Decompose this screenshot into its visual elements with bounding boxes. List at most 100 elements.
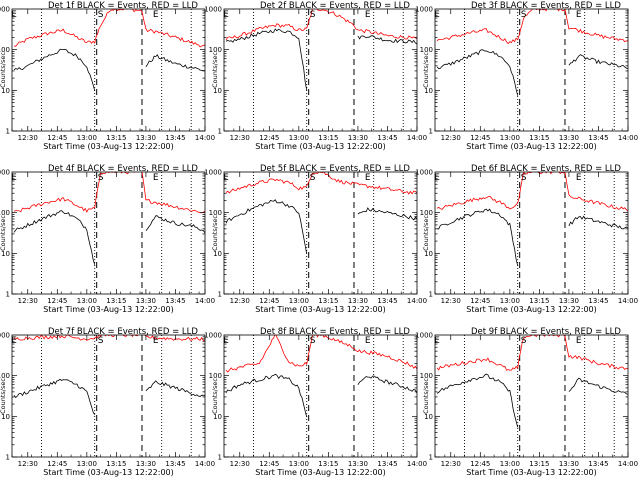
x-tick-label: 13:30 bbox=[559, 460, 579, 468]
panel-4: Det 4f BLACK = Events, RED = LLD 1 10 100 10… bbox=[0, 164, 215, 314]
x-tick-label: 13:15 bbox=[529, 134, 549, 142]
panel-1: Det 1f BLACK = Events, RED = LLD 1 10 100 10… bbox=[0, 1, 215, 151]
marker-e: E bbox=[434, 173, 440, 183]
x-tick-label: 14:00 bbox=[407, 460, 427, 468]
x-tick-label: 13:15 bbox=[529, 297, 549, 305]
y-tick-label: 10 bbox=[1, 250, 10, 258]
x-axis-label: Start Time (03-Aug-13 12:22:00) bbox=[466, 305, 597, 314]
marker-e: E bbox=[153, 336, 159, 346]
x-tick-label: 13:30 bbox=[559, 134, 579, 142]
panel-7: Det 7f BLACK = Events, RED = LLD 1 10 100 10… bbox=[0, 327, 215, 477]
x-tick-label: 13:00 bbox=[77, 460, 97, 468]
y-tick-label: 1 bbox=[218, 291, 222, 299]
x-tick-label: 12:45 bbox=[259, 460, 279, 468]
x-tick-label: 13:45 bbox=[377, 460, 397, 468]
marker-e: E bbox=[223, 336, 229, 346]
y-tick-label: 1000 bbox=[204, 6, 222, 14]
y-tick-label: 100 bbox=[209, 372, 222, 380]
x-tick-label: 12:30 bbox=[441, 297, 461, 305]
marker-s: S bbox=[521, 173, 527, 183]
plot-frame bbox=[11, 334, 206, 458]
marker-s: S bbox=[521, 10, 527, 20]
panel-title: Det 9f BLACK = Events, RED = LLD bbox=[471, 327, 621, 337]
x-tick-label: 13:30 bbox=[348, 460, 368, 468]
y-tick-label: 100 bbox=[0, 209, 10, 217]
series-group bbox=[436, 335, 628, 428]
x-tick-label: 13:00 bbox=[289, 460, 309, 468]
y-axis-label: Counts/sec bbox=[211, 52, 219, 88]
panel-5: Det 5f BLACK = Events, RED = LLD 1 10 100 10… bbox=[204, 164, 427, 314]
marker-s: S bbox=[98, 173, 104, 183]
x-tick-label: 13:45 bbox=[588, 297, 608, 305]
y-tick-label: 1000 bbox=[204, 332, 222, 340]
x-tick-label: 12:45 bbox=[259, 134, 279, 142]
x-tick-label: 12:30 bbox=[230, 134, 250, 142]
series-group bbox=[13, 172, 205, 265]
marker-e: E bbox=[365, 10, 371, 20]
marker-s: S bbox=[310, 336, 316, 346]
plot-frame bbox=[11, 171, 206, 295]
x-tick-label: 12:45 bbox=[470, 460, 490, 468]
marker-e: E bbox=[11, 336, 17, 346]
x-tick-label: 12:45 bbox=[470, 297, 490, 305]
series-events bbox=[225, 199, 417, 254]
marker-e: E bbox=[153, 173, 159, 183]
panel-2: Det 2f BLACK = Events, RED = LLD 1 10 100 10… bbox=[204, 1, 427, 151]
panel-title: Det 8f BLACK = Events, RED = LLD bbox=[260, 327, 410, 337]
x-tick-label: 13:15 bbox=[106, 460, 126, 468]
panel-title: Det 1f BLACK = Events, RED = LLD bbox=[48, 1, 198, 11]
series-events bbox=[13, 48, 205, 91]
x-tick-label: 14:00 bbox=[407, 134, 427, 142]
x-tick-label: 13:00 bbox=[77, 297, 97, 305]
panel-title: Det 2f BLACK = Events, RED = LLD bbox=[260, 1, 410, 11]
plot-frame bbox=[223, 171, 418, 295]
y-tick-label: 10 bbox=[424, 87, 433, 95]
panel-9: Det 9f BLACK = Events, RED = LLD 1 10 100 10… bbox=[415, 327, 638, 477]
y-axis-label: Counts/sec bbox=[211, 378, 219, 414]
x-axis-label: Start Time (03-Aug-13 12:22:00) bbox=[466, 142, 597, 151]
y-tick-label: 10 bbox=[424, 413, 433, 421]
x-tick-label: 12:30 bbox=[18, 460, 38, 468]
y-tick-label: 10 bbox=[213, 87, 222, 95]
panel-title: Det 7f BLACK = Events, RED = LLD bbox=[48, 327, 198, 337]
x-tick-label: 13:45 bbox=[588, 134, 608, 142]
marker-e: E bbox=[223, 173, 229, 183]
x-tick-label: 12:30 bbox=[441, 134, 461, 142]
plot-frame bbox=[223, 334, 418, 458]
x-tick-label: 13:15 bbox=[318, 460, 338, 468]
y-tick-label: 1000 bbox=[204, 169, 222, 177]
plot-frame bbox=[434, 171, 629, 295]
plot-frame bbox=[434, 8, 629, 132]
y-tick-label: 1000 bbox=[0, 169, 10, 177]
y-tick-label: 10 bbox=[1, 413, 10, 421]
y-tick-label: 1 bbox=[6, 291, 10, 299]
x-tick-label: 12:45 bbox=[47, 134, 67, 142]
y-tick-label: 1000 bbox=[415, 6, 433, 14]
x-tick-label: 13:30 bbox=[559, 297, 579, 305]
x-tick-label: 14:00 bbox=[195, 134, 215, 142]
marker-s: S bbox=[310, 10, 316, 20]
plot-frame bbox=[434, 334, 629, 458]
marker-e: E bbox=[576, 10, 582, 20]
y-axis-label: Counts/sec bbox=[0, 378, 7, 414]
series-events bbox=[436, 373, 628, 428]
series-events bbox=[436, 49, 628, 96]
y-tick-label: 1000 bbox=[0, 6, 10, 14]
x-tick-label: 13:30 bbox=[136, 134, 156, 142]
y-tick-label: 1000 bbox=[0, 332, 10, 340]
series-events bbox=[436, 208, 628, 266]
marker-e: E bbox=[576, 173, 582, 183]
marker-e: E bbox=[434, 336, 440, 346]
y-tick-label: 10 bbox=[213, 413, 222, 421]
marker-e: E bbox=[434, 10, 440, 20]
x-tick-label: 12:30 bbox=[230, 460, 250, 468]
x-tick-label: 14:00 bbox=[195, 297, 215, 305]
y-tick-label: 10 bbox=[424, 250, 433, 258]
x-tick-label: 13:00 bbox=[289, 134, 309, 142]
x-axis-label: Start Time (03-Aug-13 12:22:00) bbox=[255, 468, 386, 477]
x-tick-label: 13:30 bbox=[136, 297, 156, 305]
y-tick-label: 100 bbox=[420, 372, 433, 380]
series-group bbox=[13, 9, 205, 91]
y-axis-label: Counts/sec bbox=[0, 52, 7, 88]
x-tick-label: 13:45 bbox=[165, 134, 185, 142]
